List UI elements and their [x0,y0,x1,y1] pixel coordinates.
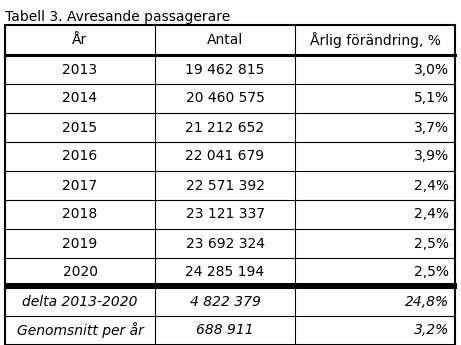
Text: 24 285 194: 24 285 194 [185,266,265,279]
Text: 2013: 2013 [62,62,98,77]
Text: 2,5%: 2,5% [414,266,449,279]
Text: 2,5%: 2,5% [414,237,449,250]
Text: 3,2%: 3,2% [414,324,449,337]
Text: 2018: 2018 [62,207,98,221]
Text: 2019: 2019 [62,237,98,250]
Text: 2020: 2020 [63,266,97,279]
Text: 19 462 815: 19 462 815 [185,62,265,77]
Text: 23 121 337: 23 121 337 [185,207,265,221]
Text: 20 460 575: 20 460 575 [186,91,265,106]
Text: 2016: 2016 [62,149,98,164]
Text: 2,4%: 2,4% [414,207,449,221]
Text: 3,0%: 3,0% [414,62,449,77]
Text: 3,9%: 3,9% [414,149,449,164]
Text: Genomsnitt per år: Genomsnitt per år [17,323,143,338]
Text: 24,8%: 24,8% [405,295,449,308]
Text: Årlig förändring, %: Årlig förändring, % [310,32,440,48]
Text: Tabell 3. Avresande passagerare: Tabell 3. Avresande passagerare [5,10,230,24]
Text: delta 2013-2020: delta 2013-2020 [22,295,138,308]
Text: 3,7%: 3,7% [414,120,449,135]
Text: 23 692 324: 23 692 324 [185,237,265,250]
Text: 2,4%: 2,4% [414,178,449,193]
Text: 688 911: 688 911 [196,324,254,337]
Text: Antal: Antal [207,33,243,47]
Text: 22 571 392: 22 571 392 [185,178,265,193]
Text: 2015: 2015 [62,120,98,135]
Text: 2017: 2017 [62,178,98,193]
Text: 2014: 2014 [62,91,98,106]
Text: 21 212 652: 21 212 652 [185,120,265,135]
Text: 5,1%: 5,1% [414,91,449,106]
Text: 4 822 379: 4 822 379 [189,295,260,308]
Text: 22 041 679: 22 041 679 [185,149,265,164]
Text: År: År [72,33,88,47]
